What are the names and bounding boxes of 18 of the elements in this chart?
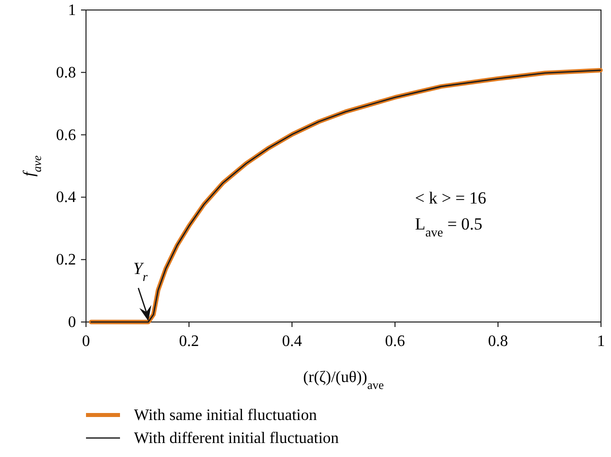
x-tick-label: 0.8 xyxy=(488,333,508,350)
y-tick-label: 0.8 xyxy=(56,64,76,82)
annotation: L$_{ave}$ = 0.5 xyxy=(415,214,482,240)
y-tick-label: 0.4 xyxy=(56,189,76,206)
x-axis-title: (r(ζ)/(uθ))$_{ave}$ xyxy=(303,369,384,392)
x-tick-label: 0 xyxy=(82,333,90,350)
x-tick-label: 0.2 xyxy=(179,333,199,350)
legend-label: With same initial fluctuation xyxy=(134,407,317,424)
y-tick-label: 0.6 xyxy=(56,126,76,144)
annotation: Y$_{r}$ xyxy=(133,259,148,284)
x-tick-label: 1 xyxy=(597,333,605,350)
legend-label: With different initial fluctuation xyxy=(134,430,339,447)
x-tick-label: 0.6 xyxy=(385,333,405,350)
annotation: < k > = 16 xyxy=(415,188,486,208)
x-tick-label: 0.4 xyxy=(282,333,302,350)
y-tick-label: 1 xyxy=(68,2,76,19)
y-tick-label: 0 xyxy=(68,314,76,331)
y-tick-label: 0.2 xyxy=(56,252,76,269)
